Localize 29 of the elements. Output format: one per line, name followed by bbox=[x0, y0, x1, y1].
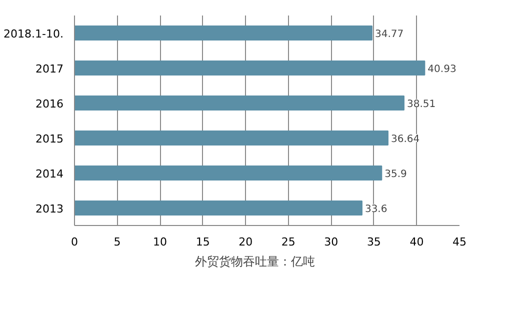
y-tick-label: 2018.1-10. bbox=[4, 28, 64, 40]
text: 外贸货物吞吐量：亿吨 bbox=[195, 254, 315, 270]
bar bbox=[74, 60, 426, 76]
y-tick-label: 2017 bbox=[36, 62, 64, 76]
y-tick-label: 2014 bbox=[36, 168, 64, 180]
y-tick-label: 2016 bbox=[36, 98, 64, 110]
x-tick-label: 45 bbox=[452, 236, 466, 248]
bar bbox=[74, 166, 382, 180]
x-tick-label: 35 bbox=[366, 236, 381, 248]
y-tick-label: 2013 bbox=[36, 202, 64, 216]
x-tick-label: 5 bbox=[114, 236, 121, 248]
bar bbox=[74, 200, 362, 216]
bar bbox=[74, 26, 372, 40]
x-tick-label: 25 bbox=[281, 236, 296, 248]
bar bbox=[74, 96, 404, 110]
data-label: 33.6 bbox=[364, 204, 388, 215]
data-label: 36.64 bbox=[390, 134, 420, 145]
x-tick-label: 40 bbox=[410, 236, 424, 248]
x-tick-label: 10 bbox=[153, 236, 168, 248]
bar bbox=[74, 130, 388, 146]
data-label: 38.51 bbox=[406, 99, 436, 110]
x-tick-label: 30 bbox=[324, 236, 338, 248]
x-tick-label: 0 bbox=[71, 236, 78, 248]
x-tick-label: 15 bbox=[196, 236, 210, 248]
data-label: 40.93 bbox=[428, 64, 456, 75]
x-tick-label: 20 bbox=[238, 236, 253, 248]
y-tick-label: 2015 bbox=[36, 132, 64, 146]
data-label: 34.77 bbox=[374, 29, 404, 40]
data-label: 35.9 bbox=[384, 169, 407, 180]
